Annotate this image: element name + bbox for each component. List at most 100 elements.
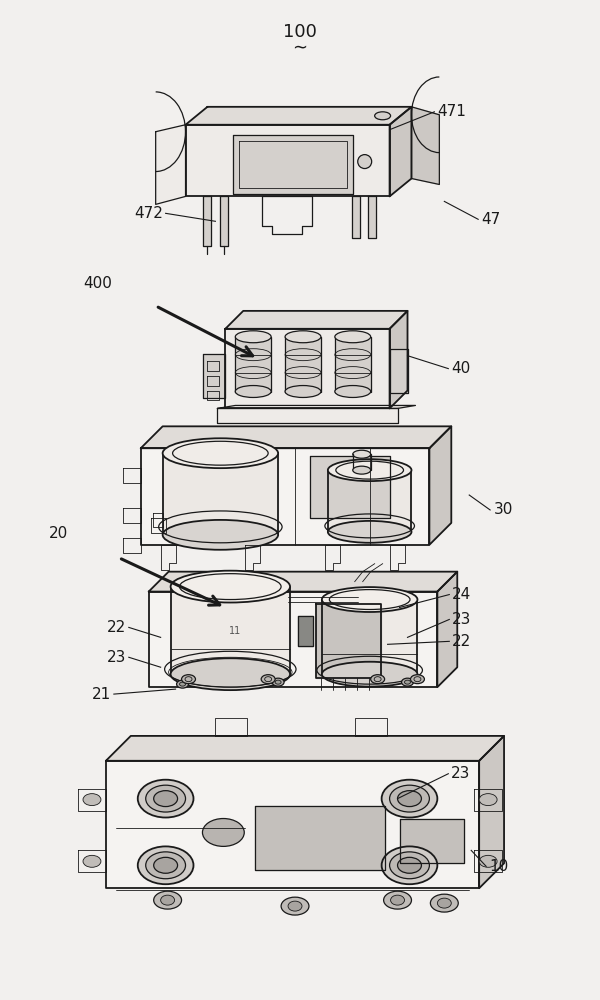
Polygon shape [310,456,389,518]
Ellipse shape [179,682,185,686]
Ellipse shape [154,791,178,807]
Ellipse shape [437,898,451,908]
Ellipse shape [371,675,385,684]
Polygon shape [235,337,271,392]
Polygon shape [217,408,398,423]
Polygon shape [316,604,380,678]
Ellipse shape [235,331,271,343]
Ellipse shape [358,155,371,169]
Text: 23: 23 [451,766,470,781]
Polygon shape [389,311,407,408]
Text: 11: 11 [229,626,241,636]
Polygon shape [141,448,430,545]
Text: 10: 10 [489,859,508,874]
Text: 30: 30 [494,502,514,517]
Ellipse shape [83,855,101,867]
Ellipse shape [146,852,185,879]
Polygon shape [106,761,479,888]
Ellipse shape [389,852,430,879]
Polygon shape [203,354,226,398]
Polygon shape [412,107,439,184]
Text: 47: 47 [481,212,500,227]
Text: 23: 23 [452,612,472,627]
Ellipse shape [170,571,290,603]
Ellipse shape [235,386,271,397]
Polygon shape [389,107,412,196]
Polygon shape [149,592,437,687]
Ellipse shape [154,891,182,909]
Polygon shape [352,196,360,238]
Polygon shape [106,736,504,761]
Polygon shape [255,806,385,870]
Text: 22: 22 [107,620,126,635]
Polygon shape [203,196,211,246]
Ellipse shape [170,658,290,690]
Text: 472: 472 [134,206,163,221]
Polygon shape [141,426,451,448]
Polygon shape [226,329,389,408]
Polygon shape [322,600,418,674]
Text: 24: 24 [452,587,472,602]
Text: 40: 40 [451,361,470,376]
Text: 22: 22 [452,634,472,649]
Polygon shape [285,337,321,392]
Text: 23: 23 [106,650,126,665]
Ellipse shape [410,675,424,684]
Polygon shape [217,405,415,408]
Ellipse shape [83,794,101,806]
Ellipse shape [154,857,178,873]
Polygon shape [389,349,407,393]
Ellipse shape [398,791,421,807]
Ellipse shape [322,587,418,612]
Polygon shape [220,196,229,246]
Polygon shape [233,135,353,194]
Polygon shape [185,107,412,125]
Ellipse shape [163,520,278,550]
Polygon shape [149,572,457,592]
Ellipse shape [261,675,275,684]
Ellipse shape [322,662,418,687]
Ellipse shape [479,794,497,806]
Ellipse shape [138,780,193,818]
Ellipse shape [430,894,458,912]
Polygon shape [430,426,451,545]
Ellipse shape [382,846,437,884]
Polygon shape [437,572,457,687]
Ellipse shape [382,780,437,818]
Ellipse shape [176,680,188,688]
Ellipse shape [285,331,321,343]
Polygon shape [163,453,278,535]
Ellipse shape [161,895,175,905]
Text: 21: 21 [92,687,111,702]
Ellipse shape [374,112,391,120]
Polygon shape [185,125,389,196]
Text: 471: 471 [437,104,466,119]
Ellipse shape [353,450,371,458]
Text: 20: 20 [49,526,68,541]
Ellipse shape [398,857,421,873]
Ellipse shape [138,846,193,884]
Polygon shape [400,819,464,863]
Ellipse shape [202,819,244,846]
Ellipse shape [272,678,284,686]
Text: 100: 100 [283,23,317,41]
Ellipse shape [163,438,278,468]
Ellipse shape [335,331,371,343]
Polygon shape [298,616,313,646]
Text: ∼: ∼ [292,39,308,57]
Ellipse shape [479,855,497,867]
Text: 400: 400 [83,276,112,291]
Ellipse shape [401,678,413,686]
Polygon shape [328,470,412,532]
Ellipse shape [288,901,302,911]
Ellipse shape [146,785,185,812]
Polygon shape [155,125,185,204]
Ellipse shape [335,386,371,397]
Ellipse shape [328,521,412,543]
Polygon shape [335,337,371,392]
Ellipse shape [328,459,412,481]
Ellipse shape [275,680,281,684]
Ellipse shape [182,675,196,684]
Ellipse shape [391,895,404,905]
Polygon shape [170,587,290,674]
